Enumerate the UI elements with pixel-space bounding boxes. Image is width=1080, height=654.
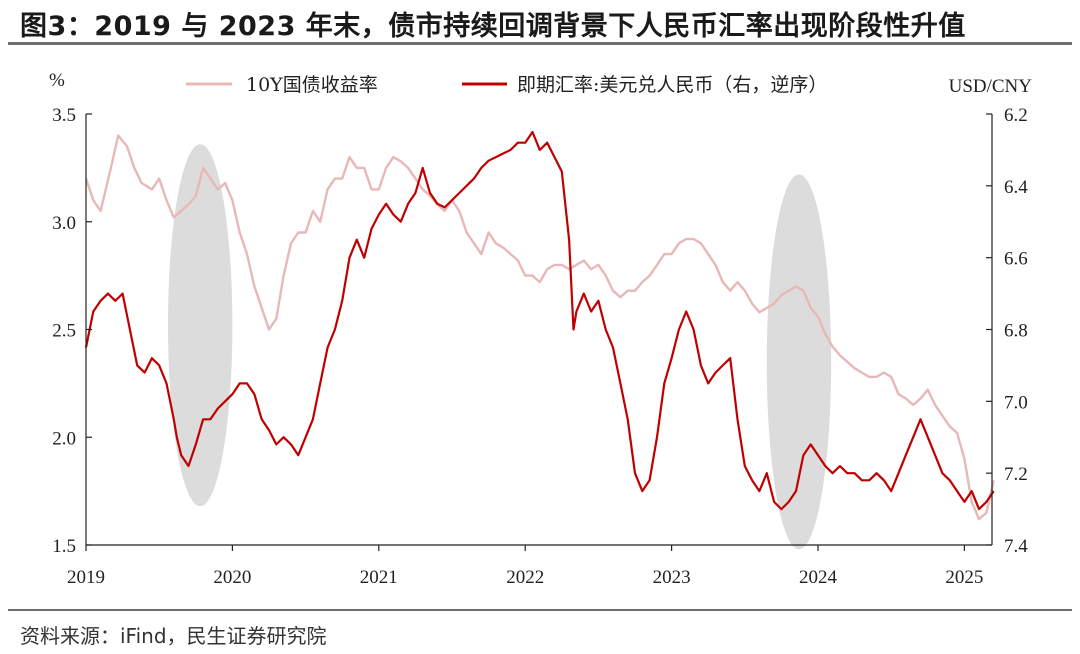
- series-line-1: [84, 134, 995, 521]
- y-right-tick-label: 6.6: [1004, 249, 1028, 270]
- highlight-layer: [167, 144, 832, 550]
- legend: 10Y国债收益率 即期汇率:美元兑人民币（右，逆序）: [186, 74, 827, 96]
- x-tick-label: 2020: [213, 567, 251, 588]
- x-tick-label: 2021: [360, 567, 398, 588]
- legend-label-2: 即期汇率:美元兑人民币（右，逆序）: [517, 74, 827, 96]
- chart-title: 图3：2019 与 2023 年末，债市持续回调背景下人民币汇率出现阶段性升值: [20, 11, 966, 42]
- y-right-unit-label: USD/CNY: [949, 76, 1033, 97]
- x-tick-label: 2023: [653, 567, 691, 588]
- y-right-tick-label: 6.8: [1004, 321, 1028, 342]
- axes-layer: 3.5 3.0 2.5 2.0 1.5 6.2 6.4 6.6 6.8 7.0 7.2 7.4 2019…: [49, 70, 1032, 588]
- series-line-2: [84, 130, 995, 511]
- highlight-ellipse-2: [766, 174, 832, 550]
- y-left-unit-label: %: [49, 70, 65, 91]
- highlight-ellipse-1: [167, 144, 233, 507]
- x-tick-label: 2024: [799, 567, 838, 588]
- y-left-tick-label: 1.5: [52, 536, 76, 557]
- y-right-tick-label: 7.2: [1004, 464, 1028, 485]
- x-tick-label: 2019: [67, 567, 105, 588]
- y-right-tick-label: 7.4: [1004, 536, 1028, 557]
- y-left-tick-label: 2.0: [52, 428, 76, 449]
- y-left-tick-label: 3.0: [52, 213, 76, 234]
- y-left-tick-label: 3.5: [52, 105, 76, 126]
- source-note: 资料来源：iFind，民生证券研究院: [20, 624, 327, 648]
- series-layer: [84, 130, 995, 521]
- y-left-tick-label: 2.5: [52, 321, 76, 342]
- title-divider: [8, 42, 1072, 45]
- y-right-tick-label: 6.4: [1004, 177, 1028, 198]
- y-right-tick-label: 7.0: [1004, 392, 1028, 413]
- x-tick-label: 2022: [506, 567, 544, 588]
- legend-label-1: 10Y国债收益率: [246, 74, 378, 96]
- y-right-tick-label: 6.2: [1004, 105, 1028, 126]
- x-tick-label: 2025: [945, 567, 983, 588]
- footer-divider: [8, 609, 1072, 611]
